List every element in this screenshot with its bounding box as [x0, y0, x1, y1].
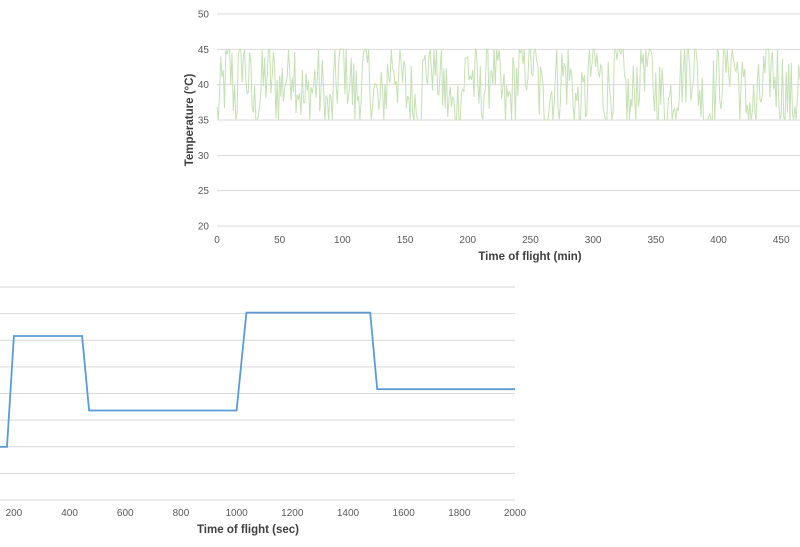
x-tick-label: 800 — [173, 508, 190, 519]
x-tick-label: 1000 — [225, 508, 248, 519]
temperature-chart-gridlines — [217, 13, 800, 227]
x-tick-label: 100 — [334, 235, 351, 246]
temperature-chart-x-axis-title: Time of flight (min) — [478, 251, 581, 263]
x-tick-label: 150 — [397, 235, 414, 246]
x-tick-label: 300 — [585, 235, 602, 246]
flight-time-chart-x-axis-title: Time of flight (sec) — [197, 524, 299, 536]
x-tick-label: 450 — [773, 235, 790, 246]
flight-time-series-line — [0, 311, 515, 448]
x-tick-label: 400 — [61, 508, 78, 519]
x-tick-label: 2000 — [504, 508, 527, 519]
x-tick-label: 1600 — [393, 508, 416, 519]
x-tick-label: 600 — [117, 508, 134, 519]
temperature-series — [216, 47, 800, 121]
temperature-series-line — [216, 47, 800, 121]
x-tick-label: 400 — [710, 235, 727, 246]
x-tick-label: 1200 — [281, 508, 304, 519]
temperature-chart-y-axis-title: Temperature (°C) — [184, 74, 196, 167]
x-tick-label: 1400 — [337, 508, 360, 519]
temperature-chart: 20 25 30 35 40 45 50 0 50 100 150 200 250 300 350 400 4… — [184, 10, 800, 263]
y-tick-label: 40 — [198, 80, 210, 91]
x-tick-label: 0 — [214, 235, 220, 246]
temperature-chart-y-tick-labels: 20 25 30 35 40 45 50 — [198, 10, 210, 233]
flight-time-series — [0, 311, 515, 448]
x-tick-label: 200 — [459, 235, 476, 246]
x-tick-label: 200 — [6, 508, 23, 519]
y-tick-label: 45 — [198, 45, 210, 56]
flight-time-chart-x-tick-labels: 200 400 600 800 1000 1200 1400 1600 1800 2000 — [6, 508, 527, 519]
x-tick-label: 350 — [647, 235, 664, 246]
flight-time-chart-gridlines — [0, 286, 515, 501]
temperature-chart-x-tick-labels: 0 50 100 150 200 250 300 350 400 450 — [214, 235, 790, 246]
x-tick-label: 1800 — [448, 508, 471, 519]
y-tick-label: 20 — [198, 222, 210, 233]
y-tick-label: 30 — [198, 151, 210, 162]
x-tick-label: 50 — [274, 235, 286, 246]
y-tick-label: 50 — [198, 10, 210, 21]
x-tick-label: 250 — [522, 235, 539, 246]
y-tick-label: 25 — [198, 186, 210, 197]
flight-time-chart: 200 400 600 800 1000 1200 1400 1600 1800 2000 Tim… — [0, 286, 527, 536]
y-tick-label: 35 — [198, 116, 210, 127]
